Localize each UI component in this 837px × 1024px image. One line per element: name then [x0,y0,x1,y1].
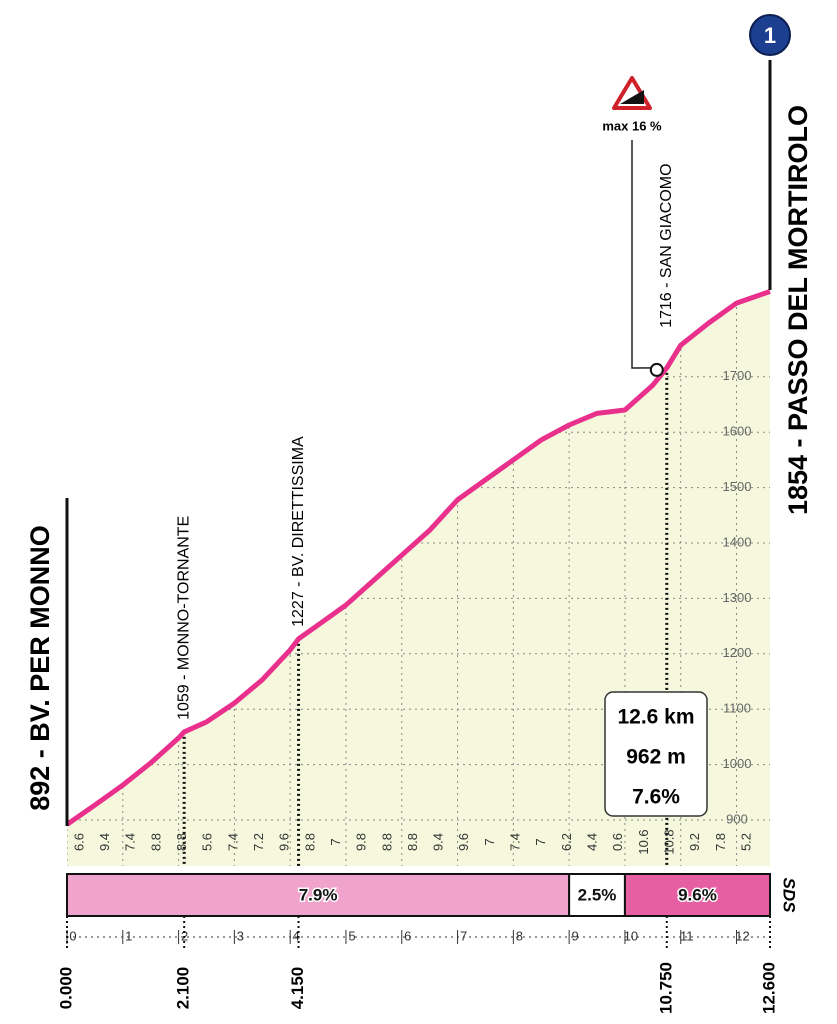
gradient-label: 8.8 [379,833,394,851]
gradient-label: 7 [533,838,548,845]
area-fill [67,291,770,867]
gradient-label: 9.2 [687,833,702,851]
gradient-label: 8.8 [174,833,189,851]
y-tick-label: 1100 [723,701,751,716]
waypoint-marker [649,362,664,377]
y-tick-label: 1400 [723,534,752,549]
gradient-label: 7 [482,838,497,845]
gradient-label: 6.6 [71,833,86,851]
summary-text: 12.6 km [617,706,694,729]
y-tick-label: 1700 [723,368,752,383]
gradient-label: 7.4 [123,833,138,851]
x-tick-label: 7 [460,928,467,943]
x-tick-label: 3 [237,928,244,943]
gradient-label: 8.8 [148,833,163,851]
gradient-label: 7.2 [251,833,266,851]
max-pointer [631,140,657,369]
x-tick-label: 0 [69,928,76,943]
y-tick-label: 1600 [723,424,752,439]
x-tick-label: 4 [293,928,300,943]
x-tick-label: 6 [404,928,411,943]
km-marker-label: 12.600 [759,962,778,1014]
km-marker-label: 4.150 [288,967,307,1010]
y-tick-label: 1500 [723,479,752,494]
x-tick-label: 1 [125,928,132,943]
end-label: 1854 - PASSO DEL MORTIROLO [783,105,813,515]
section-bar [623,873,772,917]
y-tick-label: 1300 [723,590,752,605]
profile-line [65,289,771,827]
gradient-label: 8.8 [405,833,420,851]
x-tick-label: 11 [680,928,694,943]
gradient-label: 8.8 [302,833,317,851]
section-label: 9.6% [678,885,717,904]
start-label: 892 - BV. PER MONNO [25,525,55,811]
section-bar [66,873,571,917]
waypoint-label: 1716 - SAN GIACOMO [658,163,675,328]
section-label: 2.5% [578,885,617,904]
badge-text: 1 [764,23,776,48]
gradient-label: 7.8 [713,833,728,851]
section-label: 7.9% [299,885,338,904]
max-gradient: max 16 % [602,118,662,133]
x-tick-label: 2 [181,928,188,943]
gradient-label: 9.4 [97,833,112,851]
badge [749,14,791,56]
gradient-label: 9.6 [456,833,471,851]
max-sign-slope [620,90,644,104]
gradient-label: 6.2 [559,833,574,851]
gradient-label: 9.8 [354,833,369,851]
y-tick-label: 1200 [723,645,752,660]
gradient-label: 5.6 [200,833,215,851]
summary-text: 962 m [626,746,686,769]
x-tick-label: 5 [348,928,355,943]
waypoint-label: 1059 - MONNO-TORNANTE [175,516,192,720]
plot: 1059 - MONNO-TORNANTE 1227 - BV. DIRETTIS… [65,140,771,866]
summary-box [604,691,708,817]
y-tick-label: 900 [726,811,748,826]
x-tick-label: 9 [572,928,579,943]
gradient-label: 10.8 [661,829,676,854]
km-marker-label: 0.000 [56,967,75,1010]
gradient-label: 4.4 [585,833,600,851]
km-marker-label: 10.750 [656,962,675,1014]
km-marker-label: 2.100 [174,967,193,1010]
summary-text: 7.6% [632,786,680,809]
gradient-label: 5.2 [738,833,753,851]
y-tick-label: 1000 [723,756,752,771]
section-bar [568,873,626,917]
gradient-label: 7 [328,838,343,845]
gradient-label: 7.4 [508,833,523,851]
gradient-label: 10.6 [636,829,651,854]
waypoint-label: 1227 - BV. DIRETTISSIMA [290,436,307,627]
x-tick-label: 12 [735,928,749,943]
gradient-label: 9.4 [431,833,446,851]
gradient-label: 7.4 [225,833,240,851]
x-tick-label: 8 [516,928,523,943]
x-tick-label: 10 [624,928,638,943]
gradient-label: 9.6 [277,833,292,851]
gradient-label: 0.6 [610,833,625,851]
logo: SDS [780,878,799,914]
